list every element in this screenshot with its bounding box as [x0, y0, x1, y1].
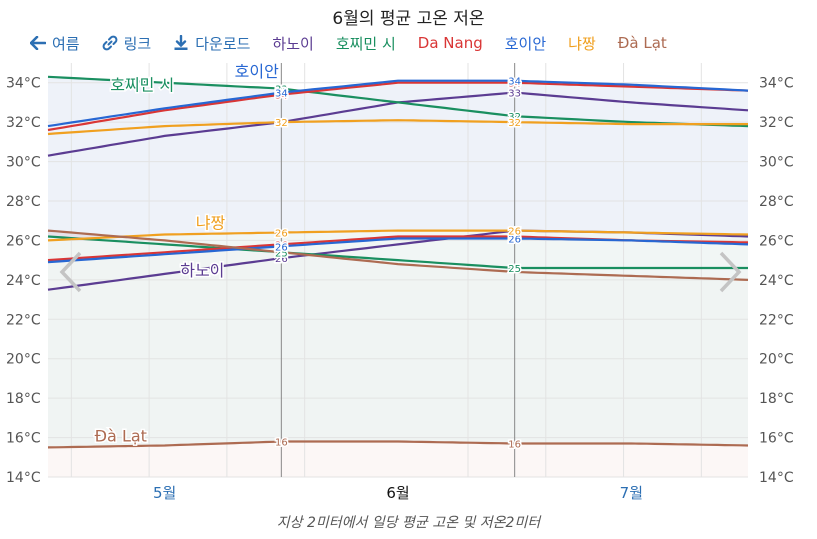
value-label-high: 34 [275, 89, 288, 100]
prev-month-button[interactable] [59, 251, 82, 293]
x-tick-label: 5월 [153, 484, 176, 502]
y-tick-label-right: 24°C [759, 273, 794, 289]
series-inline-label: 호찌민 시 [110, 76, 174, 95]
series-low-line-3 [47, 237, 749, 264]
value-label-high: 32 [275, 118, 288, 129]
series-inline-label: Đà Lạt [95, 427, 147, 446]
y-tick-label-left: 16°C [6, 431, 41, 447]
value-label-low: 26 [275, 240, 288, 251]
legend-item-hoi-an[interactable]: 호이안 [504, 34, 547, 53]
arrow-left-icon [30, 36, 46, 50]
y-tick-label-right: 34°C [759, 76, 794, 92]
value-label-high: 34 [275, 91, 288, 102]
x-tick-label: 6월 [386, 484, 409, 502]
value-label-low: 26 [275, 229, 288, 240]
chevron-right-icon [719, 251, 742, 293]
y-tick-label-left: 24°C [6, 273, 41, 289]
y-tick-label-left: 32°C [6, 115, 41, 131]
value-label-high: 32 [508, 112, 521, 123]
series-low-line-4 [47, 229, 749, 242]
value-label-low: 25 [508, 264, 521, 275]
next-month-button[interactable] [719, 251, 742, 293]
value-label-low: 16 [508, 439, 521, 450]
y-tick-label-left: 22°C [6, 312, 41, 328]
series-low-line-1 [47, 235, 748, 270]
toolbar: 여름 링크 다운로드 하노이 호찌민 시 Da Nang 호이안 냐짱 Đà L… [30, 32, 689, 54]
chevron-left-icon [59, 251, 82, 293]
legend-item-nha-trang[interactable]: 냐짱 [568, 34, 596, 53]
y-tick-label-right: 26°C [759, 233, 794, 249]
legend-item-da-nang[interactable]: Da Nang [417, 34, 483, 52]
value-label-low: 26 [508, 227, 521, 238]
y-tick-label-left: 34°C [6, 76, 41, 92]
band-lows [48, 230, 748, 448]
value-label-low: 27 [508, 227, 521, 238]
y-tick-label-right: 18°C [759, 391, 794, 407]
y-tick-label-left: 14°C [6, 470, 41, 486]
value-label-high: 33 [275, 118, 288, 129]
series-high-line-5 [47, 229, 749, 281]
value-label-low: 26 [508, 234, 521, 245]
y-tick-label-right: 20°C [759, 352, 794, 368]
chart-title: 6월의 평균 고온 저온 [332, 9, 485, 29]
legend-item-hanoi[interactable]: 하노이 [272, 34, 314, 53]
value-label-low: 26 [275, 254, 288, 265]
download-icon [174, 35, 188, 50]
link-icon [102, 35, 118, 51]
series-high-line-3 [47, 79, 749, 128]
y-tick-label-right: 30°C [759, 155, 794, 171]
y-tick-label-left: 20°C [6, 352, 41, 368]
y-tick-label-left: 30°C [6, 155, 41, 171]
chart-caption: 지상 2미터에서 일당 평균 고온 및 저온2미터 [276, 515, 541, 531]
value-label-high: 33 [275, 85, 288, 96]
y-tick-label-right: 22°C [759, 312, 794, 328]
series-low-line-5 [47, 440, 749, 449]
legend-item-da-lat[interactable]: Đà Lạt [617, 34, 667, 52]
series-high-line-2 [47, 81, 749, 132]
value-label-low: 26 [275, 242, 288, 253]
link-label: 링크 [123, 34, 152, 53]
series-inline-label: 냐짱 [196, 214, 226, 233]
summer-label: 여름 [52, 34, 80, 53]
series-inline-label: 하노이 [180, 261, 224, 280]
summer-button[interactable]: 여름 [30, 33, 80, 54]
value-label-high: 33 [508, 89, 521, 100]
legend-item-ho-chi-minh[interactable]: 호찌민 시 [335, 34, 396, 53]
download-button[interactable]: 다운로드 [173, 33, 250, 54]
value-label-high: 34 [508, 77, 521, 88]
value-label-low: 16 [275, 438, 288, 449]
y-tick-label-right: 32°C [759, 115, 794, 131]
download-label: 다운로드 [195, 34, 251, 53]
value-label-high: 32 [508, 118, 521, 129]
y-tick-label-left: 18°C [6, 391, 41, 407]
y-tick-label-right: 28°C [759, 194, 794, 210]
series-inline-label: 호이안 [235, 62, 279, 81]
band-highs [48, 76, 748, 280]
y-tick-label-right: 16°C [759, 431, 794, 447]
link-button[interactable]: 링크 [102, 33, 152, 54]
band-bottom [48, 441, 748, 477]
value-label-high: 34 [508, 79, 521, 90]
y-tick-label-left: 26°C [6, 233, 41, 249]
y-tick-label-right: 14°C [759, 470, 794, 486]
x-tick-label: 7월 [620, 484, 643, 502]
y-tick-label-left: 28°C [6, 194, 41, 210]
value-label-low: 25 [275, 248, 288, 259]
series-high-line-1 [47, 75, 749, 128]
series-high-line-4 [47, 119, 748, 136]
value-label-low: 26 [508, 232, 521, 243]
